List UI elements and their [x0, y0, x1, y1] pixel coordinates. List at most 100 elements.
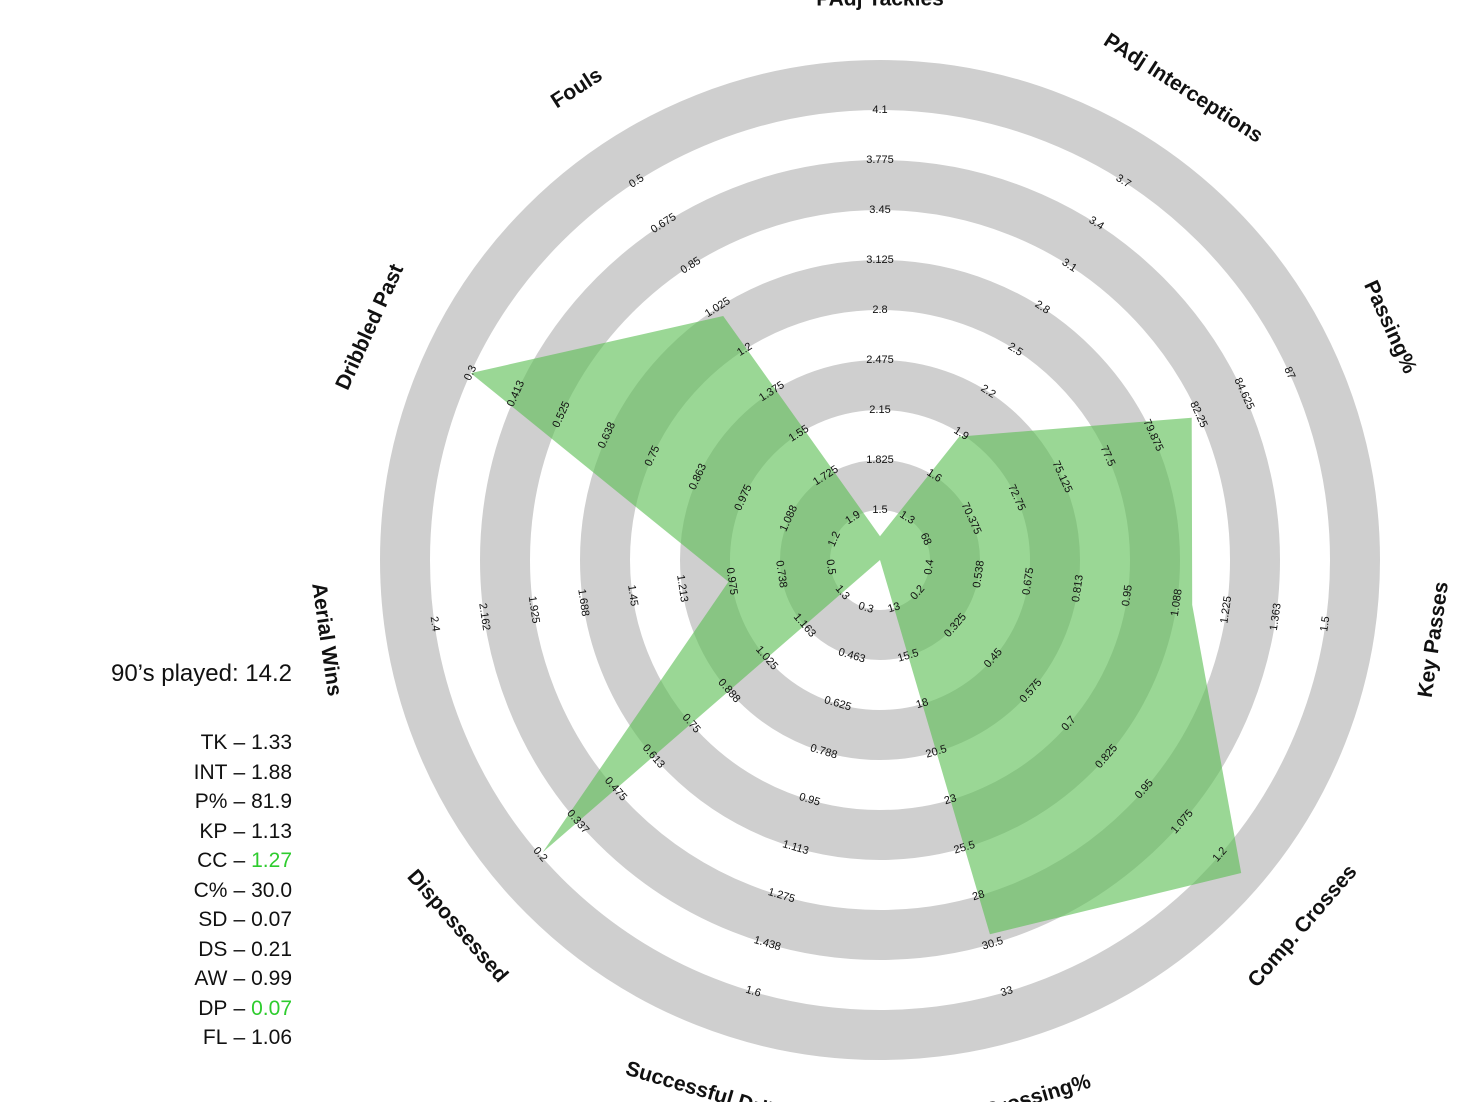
- stat-separator: –: [233, 908, 246, 931]
- stat-key: INT: [193, 760, 228, 784]
- stat-row: INT –1.88: [194, 758, 292, 788]
- tick-label: 3.125: [866, 254, 894, 266]
- tick-label: 0.538: [971, 560, 987, 589]
- stat-separator: –: [233, 1026, 246, 1049]
- tick-label: 0.4: [922, 559, 936, 576]
- tick-label: 0.813: [1070, 574, 1086, 603]
- tick-label: 1.825: [866, 454, 894, 466]
- tick-label: 13: [887, 600, 902, 615]
- tick-label: 0.95: [798, 791, 822, 809]
- tick-label: 4.1: [872, 104, 887, 116]
- tick-label: 1.213: [674, 574, 690, 603]
- radar-polygon-layer: [470, 316, 1242, 935]
- stat-separator: –: [233, 731, 246, 754]
- tick-label: 1.5: [872, 504, 887, 516]
- axis-label: Aerial Wins: [307, 581, 346, 697]
- tick-label: 3.775: [866, 154, 894, 166]
- tick-label: 1.5: [1318, 616, 1332, 633]
- stat-key: AW: [194, 967, 228, 990]
- tick-label: 0.3: [462, 364, 479, 383]
- axis-label: Passing%: [1359, 277, 1421, 377]
- stat-separator: –: [233, 996, 246, 1020]
- tick-label: 33: [999, 984, 1014, 999]
- tick-label: 0.5: [824, 559, 838, 576]
- tick-label: 0.738: [773, 560, 789, 589]
- stat-value: 0.07: [251, 908, 292, 931]
- stat-value: 30.0: [251, 878, 292, 902]
- stat-separator: –: [233, 967, 246, 990]
- stat-key: TK: [200, 731, 228, 754]
- stat-value: 81.9: [251, 790, 292, 813]
- stat-value: 0.99: [251, 967, 292, 990]
- tick-label: 0.95: [1120, 584, 1135, 607]
- tick-label: 0.975: [724, 567, 740, 596]
- tick-label: 30.5: [981, 935, 1005, 953]
- tick-label: 1.363: [1268, 602, 1284, 631]
- stat-key: P%: [194, 790, 228, 813]
- stat-row: CC –1.27: [194, 846, 292, 876]
- stat-key: C%: [193, 878, 228, 902]
- stat-list: TK –1.33 INT –1.88 P% –81.9 KP –1.13 CC –1.27 C% –3…: [194, 728, 292, 1053]
- tick-label: 2.15: [869, 404, 890, 416]
- stat-row: FL –1.06: [194, 1023, 292, 1053]
- stat-value: 1.88: [251, 760, 292, 784]
- tick-label: 15.5: [896, 647, 920, 665]
- stat-value: 1.06: [251, 1026, 292, 1049]
- stat-key: SD: [198, 908, 228, 931]
- stat-row: P% –81.9: [194, 787, 292, 817]
- tick-label: 1.088: [1169, 588, 1185, 617]
- tick-label: 1.925: [526, 595, 542, 624]
- tick-label: 23: [943, 792, 958, 807]
- tick-label: 28: [971, 888, 986, 903]
- tick-label: 0.3: [857, 600, 875, 616]
- tick-label: 1.2: [826, 530, 843, 549]
- stat-value: 1.33: [251, 731, 292, 754]
- stat-separator: –: [233, 760, 246, 784]
- tick-label: 1.225: [1218, 595, 1234, 624]
- stat-separator: –: [233, 878, 246, 902]
- stat-value: 0.07: [251, 996, 292, 1020]
- stat-row: SD –0.07: [194, 905, 292, 935]
- tick-label: 1.688: [575, 588, 591, 617]
- stat-separator: –: [233, 849, 246, 872]
- stat-key: DS: [198, 937, 228, 961]
- axis-label: Dispossessed: [403, 865, 513, 987]
- tick-label: 25.5: [953, 839, 977, 857]
- stat-value: 1.27: [251, 849, 292, 872]
- tick-label: 2.162: [476, 602, 492, 631]
- tick-label: 20.5: [924, 743, 948, 761]
- stat-row: DS –0.21: [194, 935, 292, 965]
- player-polygon: [470, 316, 1242, 935]
- tick-label: 2.4: [428, 616, 442, 633]
- tick-label: 2.8: [872, 304, 887, 316]
- axis-label: Key Passes: [1414, 580, 1453, 699]
- tick-label: 68: [918, 531, 934, 547]
- stat-key: KP: [199, 819, 228, 843]
- stat-separator: –: [233, 790, 246, 813]
- stat-separator: –: [233, 819, 246, 843]
- stat-separator: –: [233, 937, 246, 961]
- ring-band: [480, 160, 1280, 960]
- stat-row: TK –1.33: [194, 728, 292, 758]
- axis-label: Fouls: [547, 63, 607, 113]
- axis-label: Crossing%: [982, 1070, 1094, 1102]
- axis-label: Dribbled Past: [331, 261, 408, 394]
- tick-label: 0.675: [1021, 567, 1037, 596]
- axis-label: Successful Dribbles: [623, 1057, 822, 1102]
- stat-key: DP: [198, 996, 228, 1020]
- stat-row: KP –1.13: [194, 817, 292, 847]
- tick-label: 87: [1281, 365, 1297, 381]
- tick-label: 18: [915, 696, 930, 711]
- tick-label: 1.6: [744, 984, 762, 1000]
- axis-label: PAdj Tackles: [816, 0, 944, 11]
- played-label: 90’s played: 14.2: [110, 660, 292, 687]
- stat-value: 1.13: [251, 819, 292, 843]
- tick-label: 3.45: [869, 204, 890, 216]
- tick-label: 1.45: [625, 584, 640, 607]
- stat-row: DP –0.07: [194, 994, 292, 1024]
- stat-row: AW –0.99: [194, 964, 292, 994]
- stat-key: FL: [202, 1026, 228, 1049]
- stat-value: 0.21: [251, 937, 292, 961]
- ring-band: [380, 60, 1380, 1060]
